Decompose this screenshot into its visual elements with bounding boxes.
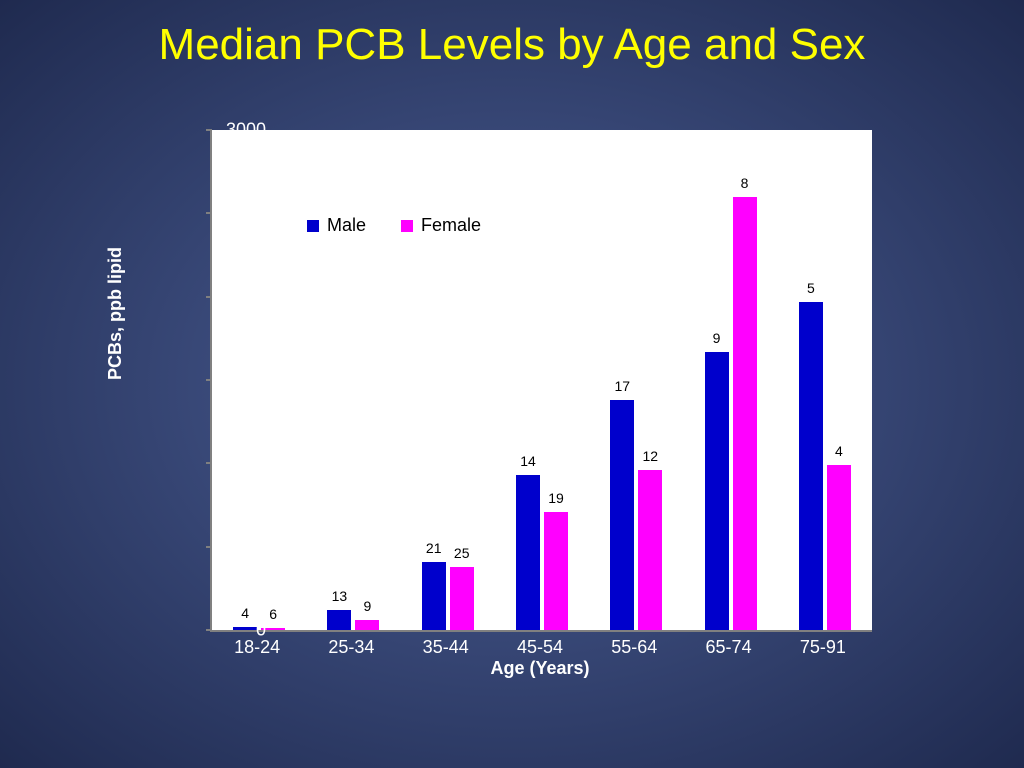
- legend-label-female: Female: [421, 215, 481, 235]
- bar: [799, 302, 823, 630]
- legend: Male Female: [307, 215, 511, 236]
- bar-label: 21: [426, 540, 442, 556]
- bar: [733, 197, 757, 630]
- bar-label: 9: [713, 330, 721, 346]
- x-tick: 18-24: [234, 637, 280, 658]
- x-tick: 25-34: [328, 637, 374, 658]
- bar-label: 19: [548, 490, 564, 506]
- bar: [355, 620, 379, 630]
- bar-label: 9: [364, 598, 372, 614]
- bar-label: 8: [741, 175, 749, 191]
- y-tick: 1000: [206, 453, 266, 474]
- bar: [544, 512, 568, 630]
- legend-item-male: Male: [307, 215, 366, 236]
- y-tick: 500: [206, 536, 266, 557]
- bar-label: 6: [269, 606, 277, 622]
- x-tick: 55-64: [611, 637, 657, 658]
- bar-label: 13: [332, 588, 348, 604]
- bar: [638, 470, 662, 630]
- bar-label: 12: [642, 448, 658, 464]
- chart: PCBs, ppb lipid Male Female 461392125141…: [150, 130, 870, 680]
- legend-item-female: Female: [401, 215, 481, 236]
- bar: [610, 400, 634, 630]
- bar: [516, 475, 540, 630]
- bar: [327, 610, 351, 630]
- slide-background: Median PCB Levels by Age and Sex PCBs, p…: [0, 0, 1024, 768]
- legend-swatch-female: [401, 220, 413, 232]
- bar-label: 5: [807, 280, 815, 296]
- bar-label: 4: [835, 443, 843, 459]
- y-tick: 3000: [206, 120, 266, 141]
- x-tick: 35-44: [423, 637, 469, 658]
- bar: [827, 465, 851, 630]
- x-tick: 45-54: [517, 637, 563, 658]
- plot-area: Male Female 4 6 13 9 21 25 14 19 17 12 9 8 5 4: [210, 130, 872, 632]
- bar: [705, 352, 729, 630]
- x-axis-label: Age (Years): [210, 658, 870, 679]
- slide-title: Median PCB Levels by Age and Sex: [0, 20, 1024, 70]
- bar-label: 4: [241, 605, 249, 621]
- bar: [450, 567, 474, 630]
- bar: [422, 562, 446, 630]
- bar-label: 14: [520, 453, 536, 469]
- x-tick: 65-74: [706, 637, 752, 658]
- legend-swatch-male: [307, 220, 319, 232]
- y-tick: 1500: [206, 370, 266, 391]
- y-tick: 2500: [206, 203, 266, 224]
- y-tick: 2000: [206, 286, 266, 307]
- x-tick: 75-91: [800, 637, 846, 658]
- legend-label-male: Male: [327, 215, 366, 235]
- y-axis-label: PCBs, ppb lipid: [105, 247, 126, 380]
- bar-label: 17: [614, 378, 630, 394]
- bar-label: 25: [454, 545, 470, 561]
